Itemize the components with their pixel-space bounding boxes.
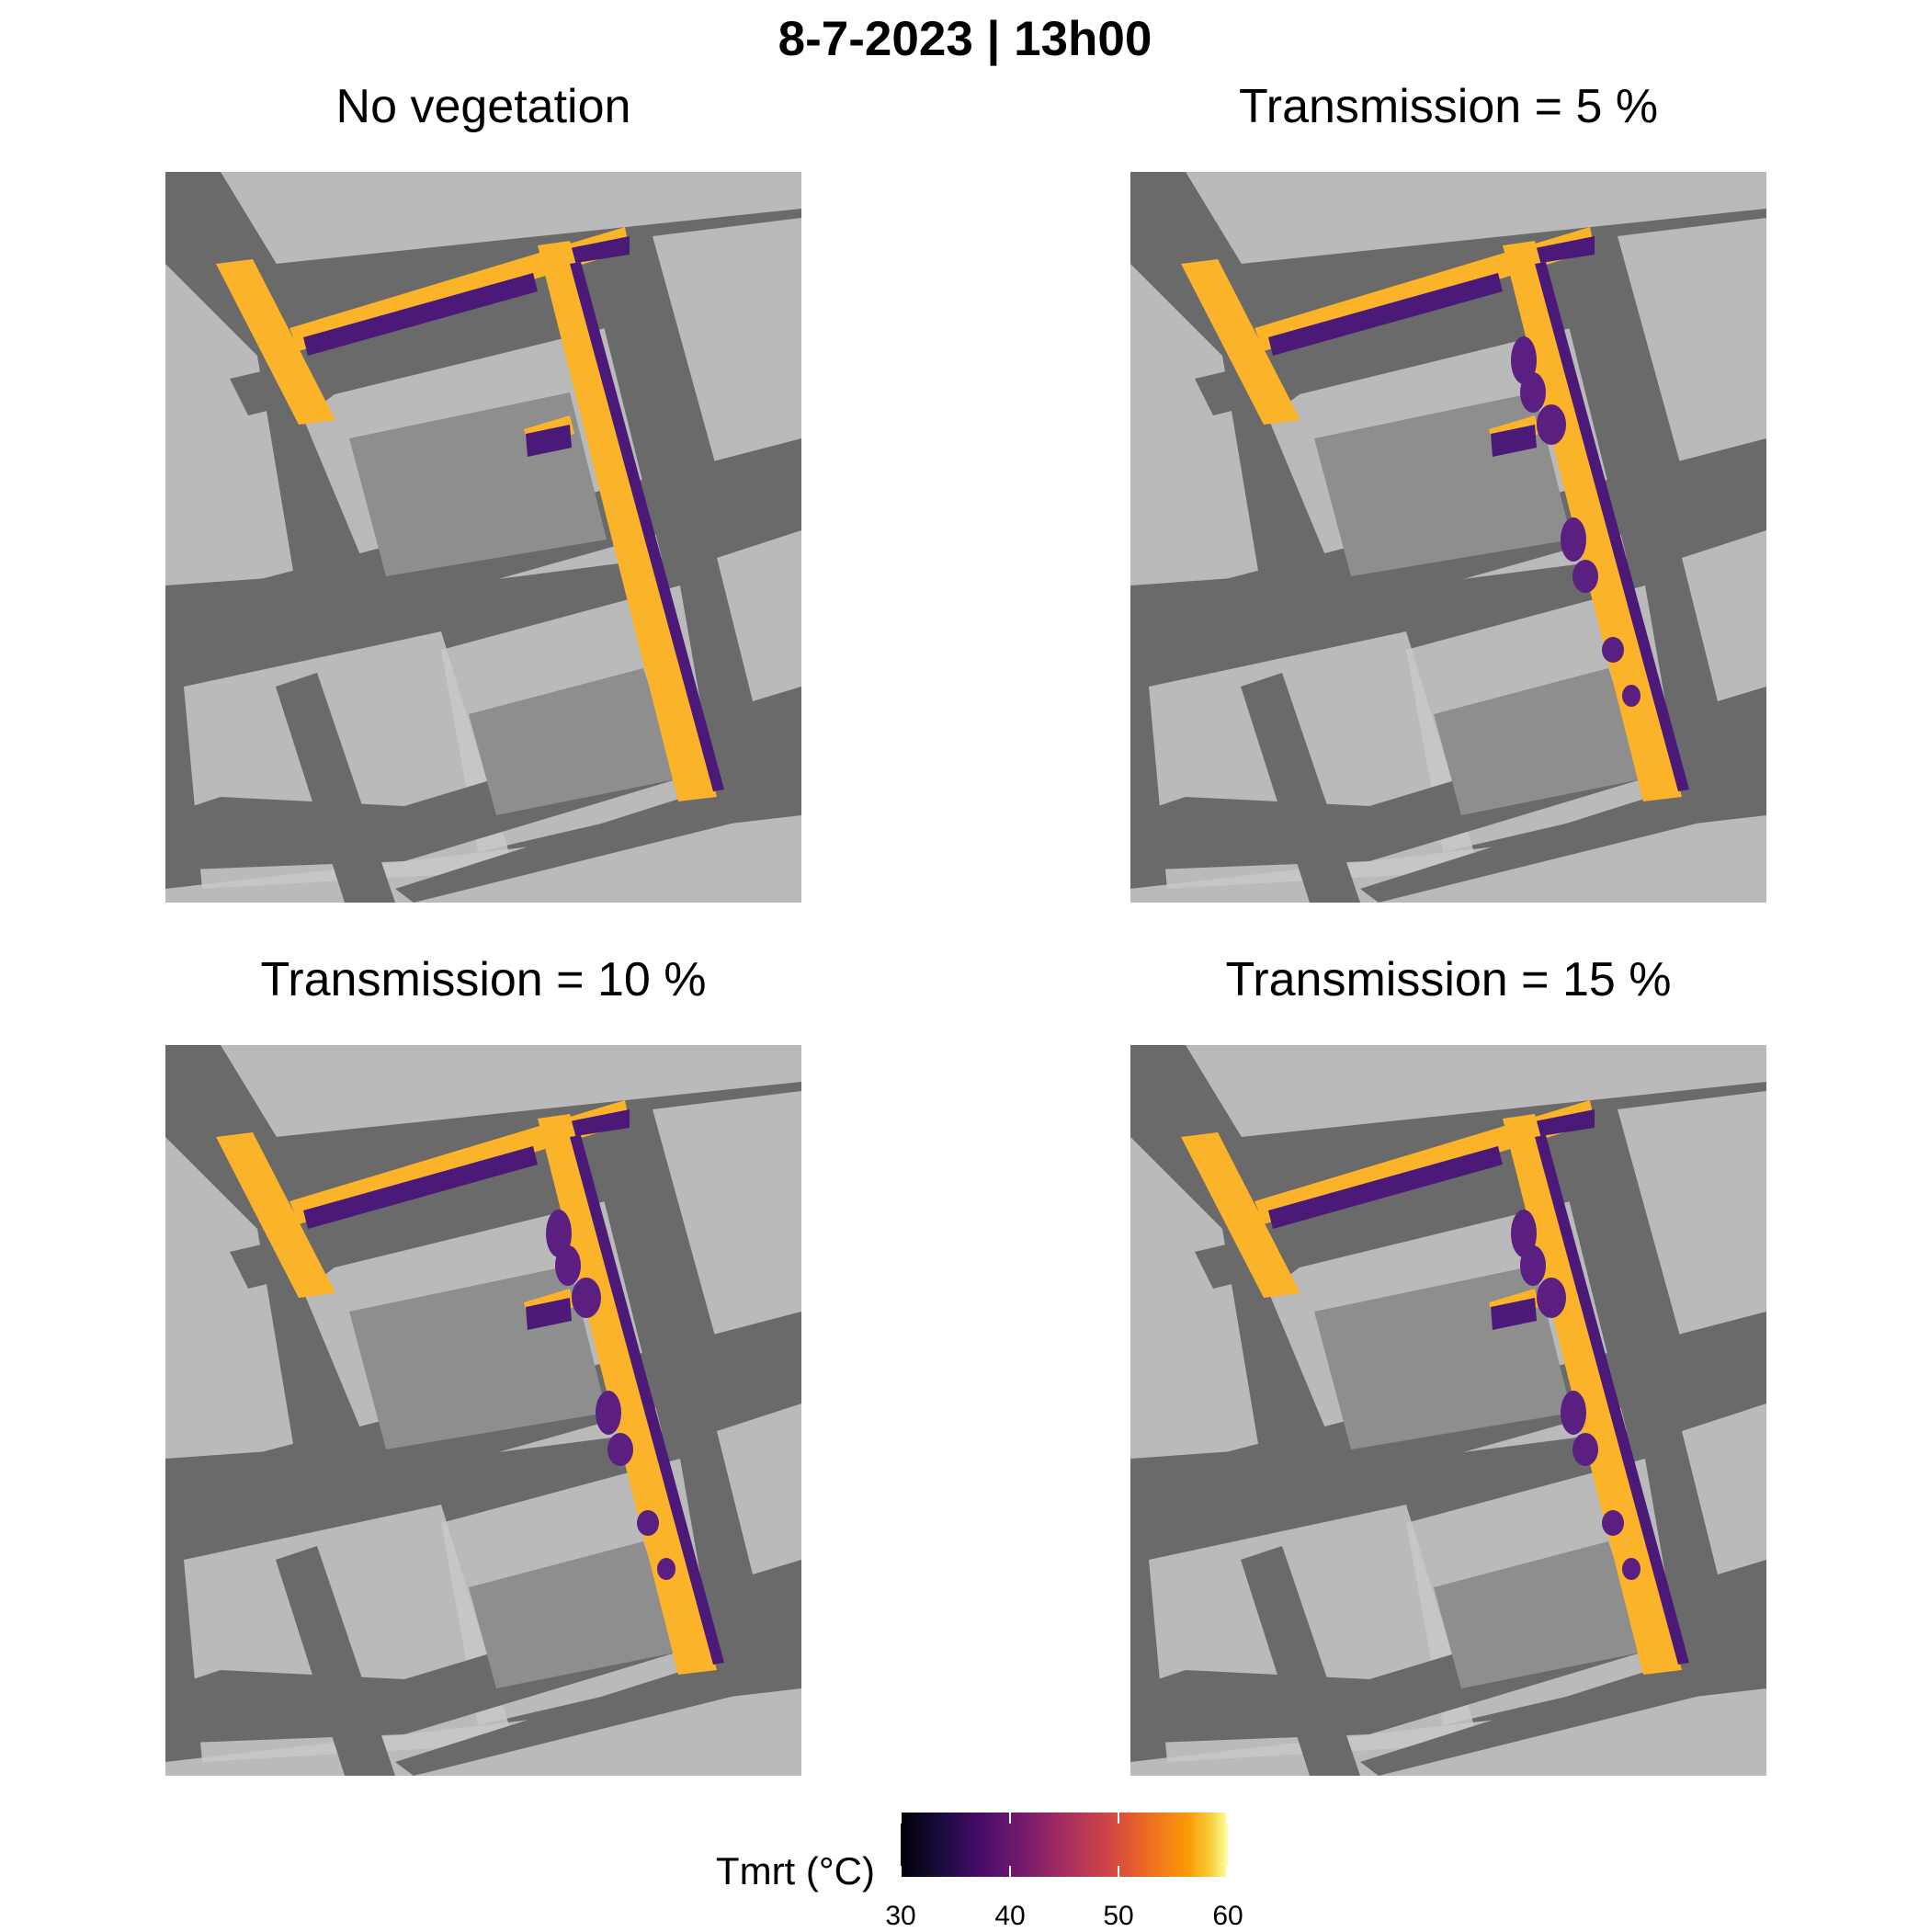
road-segment [276,673,395,903]
building-block [1130,1137,1259,1459]
street-shaded-upper [561,236,630,264]
legend-tick-label: 30 [885,1901,916,1931]
tree-shade [1572,560,1598,593]
building-block [1167,1045,1766,1137]
map-panel-no-vegetation [165,172,801,903]
tree-shade [1561,1391,1586,1435]
legend-tick-label: 40 [994,1901,1026,1931]
tree-shade [1520,1245,1546,1286]
tree-shade [657,1558,676,1580]
street-shaded-upper [1526,236,1595,264]
legend-tick-label: 60 [1212,1901,1243,1931]
tree-shade [1572,1433,1598,1466]
chart-title: 8-7-2023 | 13h00 [778,12,1152,66]
street-shaded-side [526,425,572,457]
street-sunlit-diagonal [216,259,335,425]
building-block [1618,1091,1766,1376]
building-block [165,264,294,585]
street-shaded-main [1535,262,1689,791]
building-block [202,1045,801,1137]
legend-colorbar [900,1813,1228,1877]
road-segment [1241,673,1360,903]
panel-title-transmission-15: Transmission = 15 % [1225,953,1672,1006]
panel-title-transmission-10: Transmission = 10 % [260,953,707,1006]
tree-shade [1622,1558,1640,1580]
road-segment [230,282,662,415]
street-shaded-upper [1268,1146,1503,1229]
map-panel-transmission-5 [1130,172,1766,903]
tree-shade [596,1391,621,1435]
panel-title-transmission-5: Transmission = 5 % [1238,80,1659,133]
street-shaded-side [1491,1298,1537,1330]
tree-shade [637,1510,659,1536]
building-block [1682,1404,1766,1578]
tree-shade [555,1245,581,1286]
tree-shade [572,1278,601,1318]
street-shaded-side [1491,425,1537,457]
building-block [1167,172,1766,264]
tree-shade [1511,1210,1537,1257]
legend-tick-label: 50 [1103,1901,1134,1931]
map-panel-transmission-10 [165,1045,801,1776]
legend-title: Tmrt (°C) [715,1849,875,1892]
street-shaded-upper [303,1146,538,1229]
street-shaded-upper [561,1109,630,1137]
road-segment [1195,1155,1627,1289]
tree-shade [1537,404,1566,445]
road-segment [1241,1546,1360,1776]
building-block [165,1137,294,1459]
building-block [717,1404,801,1578]
street-sunlit-main [538,1114,717,1675]
street-shaded-side [526,1298,572,1330]
tree-shade [1511,336,1537,384]
tree-shade [1520,372,1546,413]
street-shaded-upper [303,273,538,356]
building-block [1618,218,1766,503]
building-block [1682,530,1766,705]
road-segment [1195,282,1627,415]
street-sunlit-diagonal [216,1132,335,1298]
street-sunlit-main [1503,1114,1682,1675]
tree-shade [1602,1510,1624,1536]
building-block [653,1091,801,1376]
road-segment [230,1155,662,1289]
building-block [653,218,801,503]
tree-shade [1561,517,1586,562]
tree-shade [1537,1278,1566,1318]
tree-shade [546,1210,572,1257]
tree-shade [607,1433,633,1466]
street-sunlit-main [1503,241,1682,801]
building-block [717,530,801,705]
building-block [1130,264,1259,585]
street-shaded-main [1535,1135,1689,1665]
legend-gradient [901,1813,1228,1877]
street-shaded-upper [1526,1109,1595,1137]
road-segment [276,1546,395,1776]
tree-shade [1602,637,1624,663]
street-shaded-upper [1268,273,1503,356]
courtyard [1434,668,1645,815]
courtyard [1434,1541,1645,1688]
tree-shade [1622,685,1640,707]
courtyard [469,668,680,815]
street-sunlit-diagonal [1181,259,1300,425]
street-shaded-main [570,262,724,791]
map-panel-transmission-15 [1130,1045,1766,1776]
street-sunlit-main [538,241,717,801]
street-sunlit-diagonal [1181,1132,1300,1298]
courtyard [469,1541,680,1688]
building-block [202,172,801,264]
panel-title-no-vegetation: No vegetation [335,80,631,133]
street-shaded-main [570,1135,724,1665]
